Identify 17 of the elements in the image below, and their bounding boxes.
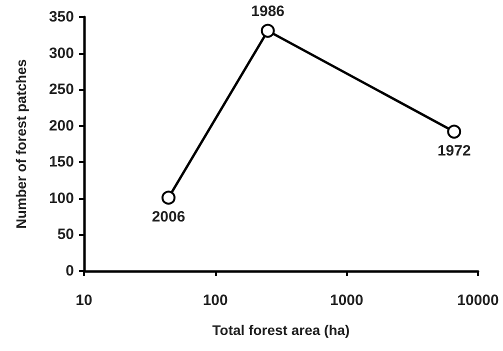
- x-axis-title: Total forest area (ha): [212, 322, 350, 338]
- annotation: 1986: [251, 2, 285, 20]
- y-tick-label: 0: [66, 262, 74, 280]
- y-tick-label: 100: [48, 190, 74, 207]
- y-tick-label: 150: [48, 154, 74, 171]
- x-tick-label: 1000: [330, 292, 364, 309]
- y-tick-label: 300: [48, 44, 74, 62]
- y-tick-label: 250: [48, 81, 74, 98]
- annotation: 2006: [152, 208, 186, 226]
- x-tick-label: 10: [76, 292, 92, 309]
- annotation: 1972: [437, 142, 471, 160]
- y-axis-title: Number of forest patches: [13, 58, 29, 229]
- x-tick-label: 100: [202, 292, 228, 309]
- y-tick-label: 350: [48, 8, 74, 26]
- y-tick-label: 200: [48, 117, 74, 134]
- x-tick-label: 10000: [457, 292, 499, 309]
- y-tick-label: 50: [57, 226, 74, 244]
